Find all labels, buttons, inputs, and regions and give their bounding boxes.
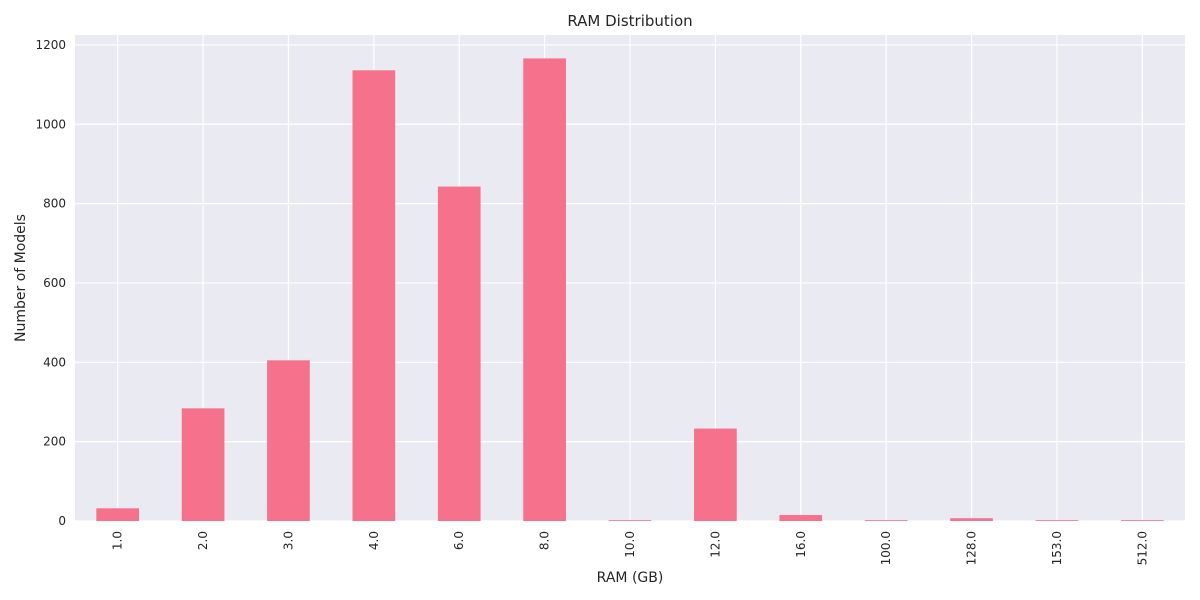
bar-6.0 [437,186,481,521]
x-tick-label: 153.0 [1050,531,1064,565]
y-tick-label: 1000 [35,117,66,131]
x-tick-label: 6.0 [452,531,466,550]
bar-12.0 [694,428,737,521]
chart-title: RAM Distribution [567,12,692,30]
x-tick-label: 10.0 [623,531,637,558]
x-tick-label: 1.0 [111,531,125,550]
x-tick-label: 2.0 [196,531,210,550]
x-tick-label: 100.0 [879,531,893,565]
x-tick-label: 512.0 [1135,531,1149,565]
y-tick-label: 400 [43,355,66,369]
bar-512.0 [1120,520,1164,521]
y-tick-label: 800 [43,197,66,211]
y-tick-label: 600 [43,276,66,290]
y-axis-label: Number of Models [13,214,29,342]
bar-2.0 [181,408,225,521]
bar-4.0 [352,70,396,521]
bar-16.0 [779,515,823,521]
bar-8.0 [523,58,566,521]
x-tick-label: 8.0 [538,531,552,550]
y-tick-label: 200 [43,435,66,449]
bar-153.0 [1035,520,1079,521]
bar-3.0 [267,360,310,521]
bar-10.0 [608,520,652,521]
x-tick-label: 128.0 [965,531,979,565]
x-axis-label: RAM (GB) [597,570,664,586]
y-axis-ticks: 0 200 400 600 800 1000 1200 [35,38,66,528]
x-tick-label: 12.0 [708,531,722,558]
bar-1.0 [96,508,140,521]
bar-100.0 [864,520,908,521]
y-tick-label: 0 [58,514,66,528]
bar-128.0 [950,518,993,521]
bars [96,58,1164,521]
y-tick-label: 1200 [35,38,66,52]
x-tick-label: 4.0 [367,531,381,550]
x-tick-label: 16.0 [794,531,808,558]
x-axis-ticks: 1.0 2.0 3.0 4.0 6.0 8.0 10.0 12.0 16.0 100.0 128.0… [111,531,1150,565]
x-tick-label: 3.0 [281,531,295,550]
